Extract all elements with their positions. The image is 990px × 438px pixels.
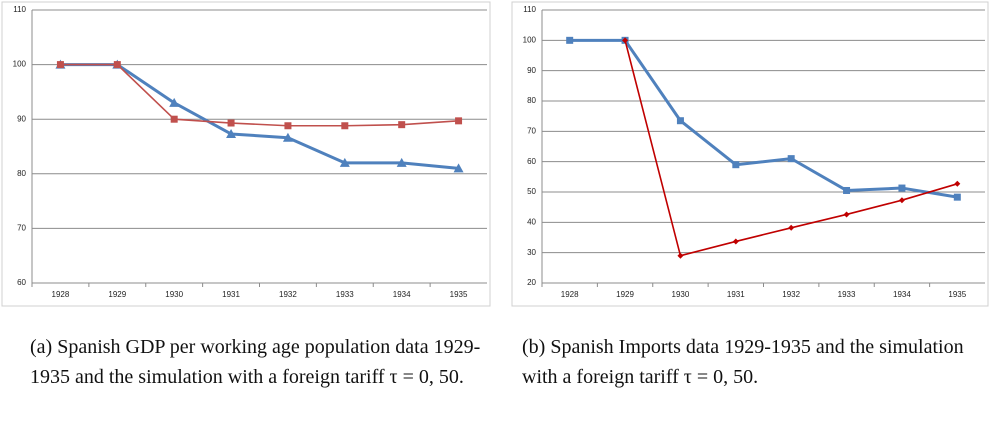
marker [169, 97, 180, 107]
x-tick-label: 1932 [279, 290, 297, 299]
y-tick-label: 70 [527, 126, 536, 135]
y-tick-label: 20 [527, 278, 536, 287]
marker [898, 197, 905, 204]
x-tick-label: 1934 [393, 290, 411, 299]
marker [396, 157, 407, 167]
x-tick-label: 1931 [727, 290, 745, 299]
x-tick-label: 1928 [561, 290, 579, 299]
chart-frame [1, 1, 491, 307]
series-line [624, 40, 958, 257]
marker [455, 117, 463, 125]
marker [341, 122, 349, 130]
y-tick-label: 60 [527, 157, 536, 166]
y-tick-label: 30 [527, 248, 536, 257]
marker [676, 117, 684, 125]
marker [788, 224, 795, 231]
x-tick-label: 1931 [222, 290, 240, 299]
y-tick-label: 60 [17, 278, 26, 287]
y-tick-label: 100 [13, 60, 27, 69]
marker [566, 36, 574, 44]
y-tick-label: 110 [13, 5, 26, 14]
series-line [60, 63, 459, 170]
x-tick-label: 1934 [893, 290, 911, 299]
marker [953, 193, 961, 201]
series-line [60, 63, 459, 127]
y-tick-label: 50 [527, 187, 536, 196]
y-tick-label: 110 [523, 5, 536, 14]
y-tick-label: 80 [17, 169, 26, 178]
x-tick-label: 1930 [672, 290, 690, 299]
marker [56, 61, 64, 69]
marker [677, 252, 684, 259]
y-tick-label: 90 [17, 114, 26, 123]
x-tick-label: 1932 [782, 290, 800, 299]
x-tick-label: 1928 [52, 290, 70, 299]
x-tick-label: 1929 [616, 290, 634, 299]
marker [227, 119, 235, 127]
marker [622, 37, 629, 44]
marker [843, 211, 850, 218]
marker [113, 61, 121, 69]
y-tick-label: 90 [527, 66, 536, 75]
chart-frame [511, 1, 989, 307]
x-tick-label: 1935 [948, 290, 966, 299]
x-tick-label: 1930 [165, 290, 183, 299]
x-tick-label: 1929 [108, 290, 126, 299]
x-tick-label: 1933 [336, 290, 354, 299]
marker [170, 115, 178, 123]
marker [843, 186, 851, 194]
y-tick-label: 100 [523, 35, 537, 44]
y-tick-label: 80 [527, 96, 536, 105]
y-tick-label: 40 [527, 217, 536, 226]
figure: 60 70 80 90 100 110 1928 1929 1930 1931 1932 1933 19… [1, 1, 989, 307]
marker [954, 180, 961, 187]
x-tick-label: 1935 [450, 290, 468, 299]
marker [339, 157, 350, 167]
marker [282, 132, 293, 142]
marker [787, 155, 795, 163]
caption: (a) Spanish GDP per working age populati… [30, 336, 481, 388]
y-tick-label: 70 [17, 224, 26, 233]
marker [284, 122, 292, 130]
marker [732, 161, 740, 169]
marker [453, 163, 464, 173]
marker [226, 128, 237, 138]
x-tick-label: 1933 [838, 290, 856, 299]
marker [898, 184, 906, 192]
caption: (b) Spanish Imports data 1929-1935 and t… [522, 336, 964, 388]
marker [398, 121, 406, 129]
series-line [569, 38, 958, 199]
marker [732, 238, 739, 245]
